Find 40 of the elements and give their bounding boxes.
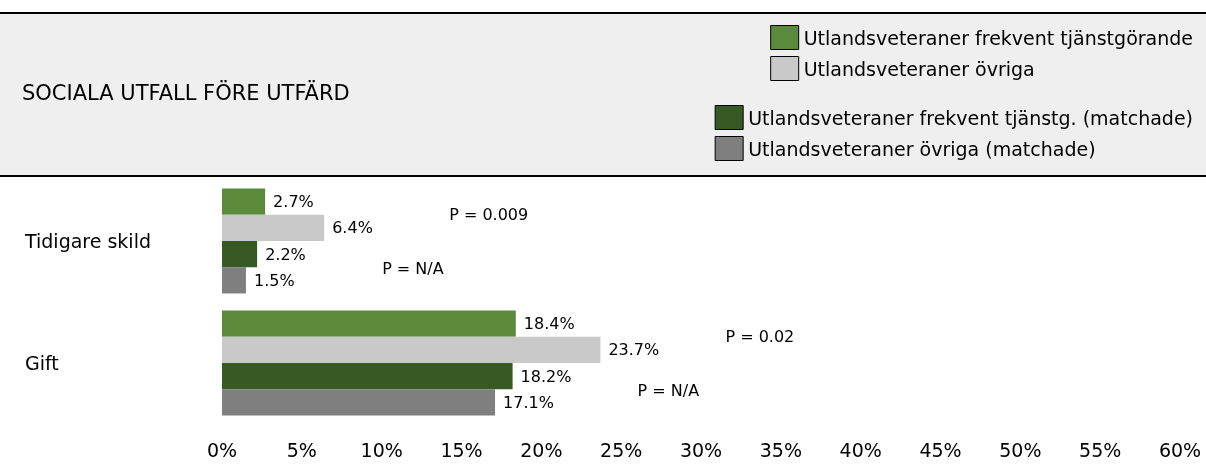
bar	[222, 363, 513, 390]
bar	[222, 336, 601, 363]
x-tick-label: 40%	[839, 438, 882, 461]
x-tick-label: 35%	[759, 438, 802, 461]
annotation: P = N/A	[637, 380, 700, 400]
legend-label: Utlandsveteraner övriga	[803, 57, 1035, 80]
y-tick-label: Tidigare skild	[24, 230, 151, 252]
x-tick-label: 60%	[1158, 438, 1202, 461]
bar	[222, 310, 516, 337]
x-tick-label: 0%	[206, 438, 238, 461]
y-tick-label: Gift	[25, 352, 59, 374]
x-tick-label: 10%	[360, 438, 403, 461]
x-tick-label: 5%	[286, 438, 317, 461]
chart-title: SOCIALA UTFALL FÖRE UTFÄRD	[22, 79, 350, 105]
x-tick-label: 45%	[919, 438, 962, 461]
x-tick-label: 50%	[999, 438, 1042, 461]
data-label: 6.4%	[332, 218, 373, 238]
annotation: P = N/A	[382, 258, 444, 278]
bar	[222, 267, 246, 294]
legend-label: Utlandsveteraner frekvent tjänstg. (matchade)	[748, 106, 1193, 129]
data-label: 17.1%	[503, 392, 554, 412]
x-tick-label: 20%	[520, 438, 563, 461]
data-label: 18.4%	[523, 314, 575, 334]
x-tick-label: 15%	[440, 438, 483, 461]
bar	[222, 241, 258, 268]
bar	[222, 214, 325, 241]
x-tick-label: 30%	[679, 438, 723, 461]
data-label: 2.2%	[265, 244, 306, 264]
x-tick-label: 55%	[1079, 438, 1122, 461]
data-label: 2.7%	[273, 192, 314, 212]
bar	[222, 188, 266, 215]
data-label: 1.5%	[253, 270, 295, 290]
x-tick-label: 25%	[600, 438, 643, 461]
annotation: P = 0.02	[725, 326, 795, 346]
annotation: P = 0.009	[449, 204, 529, 224]
legend-label: Utlandsveteraner övriga (matchade)	[748, 137, 1096, 160]
bar	[222, 389, 496, 416]
data-label: 18.2%	[520, 366, 572, 386]
legend-label: Utlandsveteraner frekvent tjänstgörande	[803, 26, 1193, 49]
data-label: 23.7%	[608, 340, 660, 360]
